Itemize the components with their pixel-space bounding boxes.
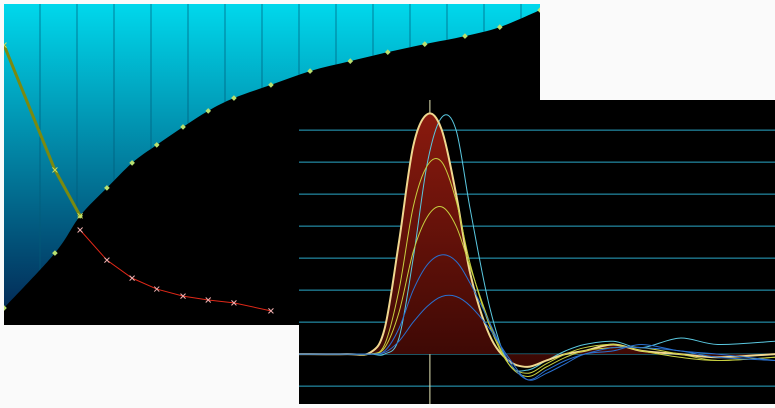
marker (104, 185, 110, 191)
marker (496, 24, 503, 30)
marker (307, 68, 313, 74)
marker (153, 142, 160, 148)
marker (104, 257, 110, 264)
marker (537, 7, 540, 13)
area-fill (299, 113, 775, 367)
marker (205, 108, 212, 114)
line (299, 158, 775, 374)
marker (268, 308, 274, 314)
marker (77, 213, 83, 219)
line (299, 114, 775, 372)
marker (180, 293, 186, 299)
marker (77, 227, 83, 233)
marker (231, 95, 237, 101)
marker (153, 286, 160, 292)
marker (129, 275, 135, 281)
marker (268, 82, 274, 88)
line (299, 294, 775, 381)
marker (205, 297, 212, 303)
marker (180, 124, 186, 130)
chart-panel (299, 100, 775, 404)
marker (231, 299, 237, 306)
line (299, 254, 775, 381)
line (79, 229, 272, 312)
area-stripes (4, 4, 540, 308)
marker (52, 167, 58, 173)
marker (4, 42, 7, 48)
marker (129, 160, 135, 166)
